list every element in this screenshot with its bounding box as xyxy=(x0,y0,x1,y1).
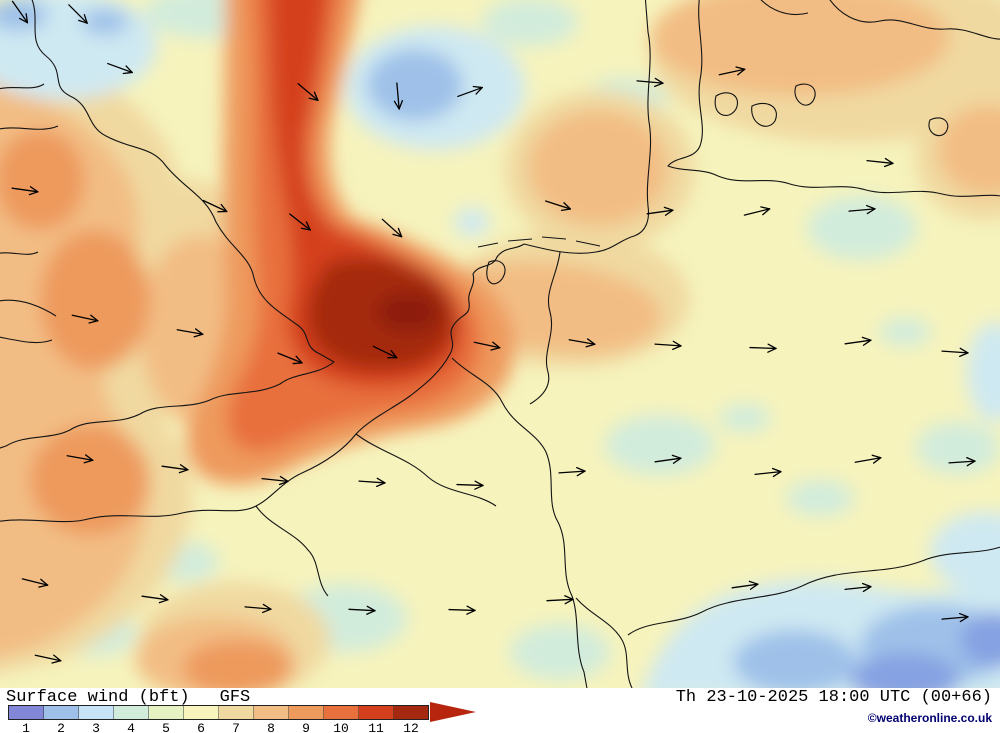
wind-arrow xyxy=(654,340,682,350)
wind-arrow xyxy=(646,206,674,216)
copyright-label: ©weatheronline.co.uk xyxy=(867,711,992,725)
wind-arrow xyxy=(261,475,289,486)
legend-segment: 1 xyxy=(9,705,44,733)
legend-segment: 12 xyxy=(394,705,428,733)
footer-bar: Surface wind (bft) GFS Th 23-10-2025 18:0… xyxy=(0,688,1000,733)
wind-arrow xyxy=(448,605,476,615)
wind-arrow xyxy=(297,82,319,102)
map-title-row: Surface wind (bft) GFS xyxy=(6,688,250,707)
wind-arrow xyxy=(68,4,88,24)
wind-arrow xyxy=(11,186,39,196)
wind-arrow xyxy=(202,199,228,213)
wind-arrow xyxy=(358,477,386,487)
map-canvas xyxy=(0,0,1000,688)
wind-arrow xyxy=(941,612,969,623)
wind-arrow xyxy=(456,480,484,490)
timestamp-label: Th 23-10-2025 18:00 UTC (00+66) xyxy=(675,688,992,707)
wind-field-map xyxy=(0,0,1000,688)
color-field-layer xyxy=(0,0,1000,688)
wind-arrow xyxy=(941,347,969,357)
legend-tick-label: 11 xyxy=(368,720,384,733)
legend-tick-label: 4 xyxy=(127,720,135,733)
wind-arrow xyxy=(844,336,872,346)
wind-arrow xyxy=(636,77,664,88)
legend-tick-label: 10 xyxy=(333,720,349,733)
coastlines-layer xyxy=(0,0,1000,688)
wind-arrow xyxy=(731,580,759,590)
wind-arrow xyxy=(372,345,398,359)
wind-arrow xyxy=(381,218,403,238)
legend-tick-label: 5 xyxy=(162,720,170,733)
legend-segment: 4 xyxy=(114,705,149,733)
wind-arrow xyxy=(749,343,777,353)
wind-arrow xyxy=(718,66,746,76)
wind-arrow xyxy=(393,82,404,110)
wind-arrow xyxy=(66,454,94,464)
wind-arrow xyxy=(277,352,303,365)
wind-arrow xyxy=(289,213,311,231)
wind-arrows-layer xyxy=(11,0,976,664)
legend-tick-label: 9 xyxy=(302,720,310,733)
legend-segment: 3 xyxy=(79,705,114,733)
wind-arrow xyxy=(244,603,272,614)
legend-segment: 2 xyxy=(44,705,79,733)
legend-segment: 6 xyxy=(184,705,219,733)
wind-arrow xyxy=(743,206,771,216)
legend-tick-label: 7 xyxy=(232,720,240,733)
legend-segment: 10 xyxy=(324,705,359,733)
wind-arrow xyxy=(844,582,872,593)
wind-arrow xyxy=(848,204,876,215)
wind-arrow xyxy=(34,654,62,664)
wind-arrow xyxy=(948,457,976,467)
legend-arrow xyxy=(430,702,476,722)
map-title: Surface wind (bft) xyxy=(6,688,190,707)
wind-arrow xyxy=(141,594,169,604)
legend: 1 2 3 4 5 6 7 8 9 10 11 12 xyxy=(8,702,476,733)
wind-arrow xyxy=(161,464,189,474)
wind-arrow xyxy=(568,338,596,348)
legend-tick-label: 2 xyxy=(57,720,65,733)
wind-arrow xyxy=(348,605,376,615)
legend-tick-label: 3 xyxy=(92,720,100,733)
legend-tick-label: 12 xyxy=(403,720,419,733)
legend-tick-label: 6 xyxy=(197,720,205,733)
wind-arrow xyxy=(546,595,574,605)
wind-arrow xyxy=(654,454,682,464)
model-label: GFS xyxy=(219,688,251,707)
wind-arrow xyxy=(854,454,882,464)
wind-arrow xyxy=(71,314,99,324)
legend-segment: 11 xyxy=(359,705,394,733)
legend-segment: 9 xyxy=(289,705,324,733)
wind-arrow xyxy=(457,85,483,98)
wind-arrow xyxy=(558,467,586,477)
legend-tick-label: 8 xyxy=(267,720,275,733)
legend-segment: 5 xyxy=(149,705,184,733)
wind-arrow xyxy=(754,467,782,478)
legend-colorbar: 1 2 3 4 5 6 7 8 9 10 11 12 xyxy=(8,704,429,733)
legend-tick-label: 1 xyxy=(22,720,30,733)
legend-segment: 8 xyxy=(254,705,289,733)
legend-segment: 7 xyxy=(219,705,254,733)
wind-arrow xyxy=(21,578,49,588)
wind-arrow xyxy=(544,200,572,211)
wind-arrow xyxy=(473,341,501,351)
wind-arrow xyxy=(176,328,204,338)
wind-arrow xyxy=(866,157,894,168)
wind-arrow xyxy=(11,0,29,24)
wind-arrow xyxy=(107,62,133,75)
